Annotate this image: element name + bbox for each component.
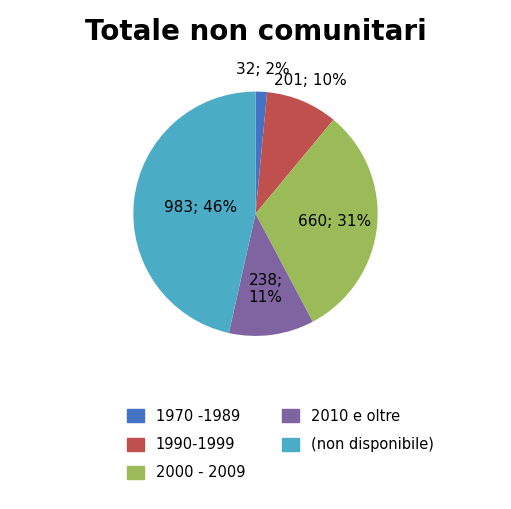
Text: 660; 31%: 660; 31% — [298, 214, 371, 230]
Title: Totale non comunitari: Totale non comunitari — [85, 18, 426, 46]
Text: 32; 2%: 32; 2% — [236, 62, 289, 77]
Wedge shape — [256, 120, 378, 322]
Text: 201; 10%: 201; 10% — [274, 73, 347, 88]
Legend: 1970 -1989, 1990-1999, 2000 - 2009, 2010 e oltre, (non disponibile): 1970 -1989, 1990-1999, 2000 - 2009, 2010… — [119, 402, 441, 488]
Text: 238;
11%: 238; 11% — [248, 273, 283, 305]
Wedge shape — [256, 92, 334, 214]
Text: 983; 46%: 983; 46% — [165, 200, 238, 215]
Wedge shape — [256, 92, 267, 214]
Wedge shape — [133, 92, 256, 333]
Wedge shape — [229, 214, 313, 336]
